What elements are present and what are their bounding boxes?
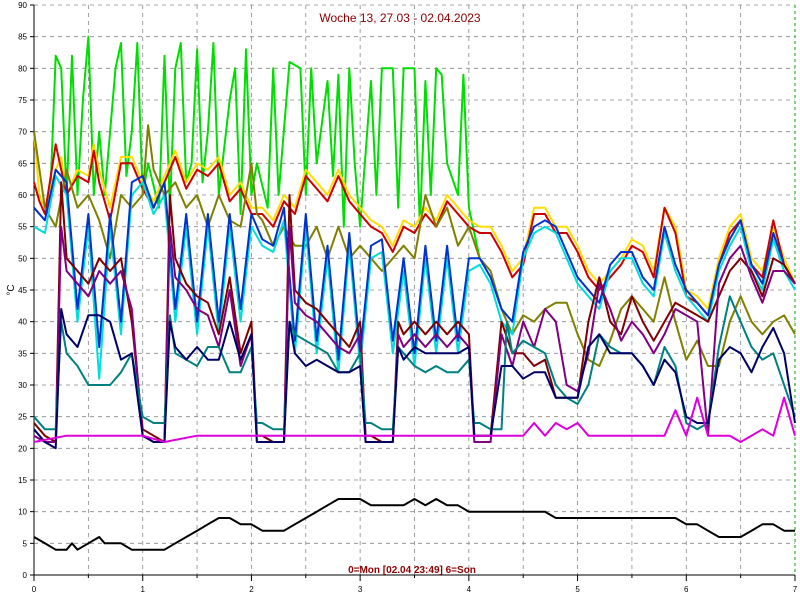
x-tick-label: 0: [32, 585, 37, 594]
y-tick-label: 65: [18, 159, 27, 168]
y-tick-label: 70: [18, 128, 27, 137]
y-tick-label: 15: [18, 476, 27, 485]
series-layer: [33, 35, 796, 551]
y-tick-label: 60: [18, 191, 27, 200]
labels-layer: Woche 13, 27.03 - 02.04.2023 0=Mon [02.0…: [6, 11, 481, 576]
y-tick-label: 45: [18, 286, 27, 295]
y-tick-label: 80: [18, 64, 27, 73]
x-axis-label: 0=Mon [02.04 23:49] 6=Son: [348, 565, 476, 576]
y-tick-label: 10: [18, 508, 27, 517]
y-tick-label: 40: [18, 318, 27, 327]
y-tick-label: 35: [18, 349, 27, 358]
y-tick-label: 0: [23, 571, 28, 580]
series-line-12: [33, 498, 795, 551]
y-tick-label: 75: [18, 96, 27, 105]
y-tick-label: 50: [18, 254, 27, 263]
y-tick-label: 90: [18, 1, 27, 10]
series-line-6: [33, 168, 796, 361]
y-tick-label: 55: [18, 223, 27, 232]
x-tick-label: 5: [575, 585, 580, 594]
y-tick-label: 85: [18, 33, 27, 42]
series-line-1: [49, 35, 481, 259]
series-line-11: [33, 396, 796, 443]
x-tick-label: 4: [467, 585, 472, 594]
x-tick-label: 6: [684, 585, 689, 594]
series-line-3: [33, 143, 796, 317]
x-tick-label: 7: [793, 585, 798, 594]
x-tick-label: 3: [358, 585, 363, 594]
y-tick-label: 5: [23, 539, 28, 548]
y-tick-label: 25: [18, 413, 27, 422]
y-tick-label: 20: [18, 444, 27, 453]
y-axis-label: °C: [6, 284, 17, 295]
chart-title: Woche 13, 27.03 - 02.04.2023: [319, 11, 481, 25]
y-tick-label: 30: [18, 381, 27, 390]
series-line-4: [33, 124, 796, 367]
x-tick-label: 2: [249, 585, 254, 594]
x-tick-label: 1: [140, 585, 145, 594]
